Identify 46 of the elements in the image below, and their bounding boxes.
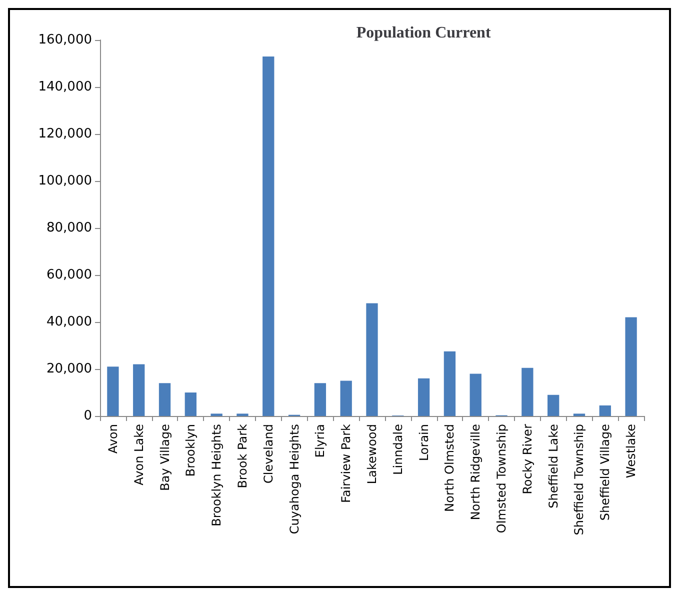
- x-tick-label: North Olmsted: [442, 424, 457, 512]
- y-tick-label: 40,000: [46, 314, 92, 330]
- bar: [340, 380, 352, 416]
- x-tick-label: Rocky River: [520, 424, 534, 494]
- y-tick-label: 60,000: [46, 268, 92, 282]
- y-tick-label: 20,000: [46, 362, 92, 376]
- bar: [548, 394, 560, 416]
- x-tick-label: Sheffield Township: [572, 424, 586, 536]
- x-tick-label: North Ridgeville: [468, 424, 483, 520]
- bar: [418, 378, 430, 416]
- x-tick-label: Westlake: [624, 424, 638, 478]
- x-tick-label: Brook Park: [235, 424, 250, 488]
- x-tick-label: Avon: [106, 424, 120, 454]
- x-tick-label: Olmsted Township: [494, 424, 509, 534]
- chart-title: Population Current: [356, 24, 492, 42]
- x-tick-label: Fairview Park: [339, 424, 354, 503]
- x-tick-label: Linndale: [390, 424, 405, 475]
- x-tick-label: Bay Village: [158, 424, 172, 491]
- bar: [158, 383, 171, 416]
- x-tick-label: Lakewood: [365, 424, 379, 484]
- bar: [599, 405, 611, 416]
- x-tick-label: Sheffield Lake: [546, 424, 560, 508]
- y-tick-label: 140,000: [38, 80, 92, 94]
- y-tick-label: 100,000: [38, 174, 92, 188]
- x-tick-label: Cleveland: [261, 424, 276, 484]
- y-tick-label: 80,000: [46, 220, 92, 236]
- bar: [444, 351, 456, 416]
- bar: [262, 56, 274, 416]
- x-tick-label: Elyria: [313, 424, 328, 458]
- y-tick-label: 160,000: [38, 32, 92, 48]
- x-tick-label: Cuyahoga Heights: [287, 424, 302, 534]
- bar: [133, 364, 145, 416]
- y-tick-label: 0: [84, 408, 92, 424]
- bar: [107, 366, 119, 416]
- bar: [184, 392, 196, 416]
- x-tick-label: Avon Lake: [132, 424, 146, 486]
- bar: [470, 374, 482, 416]
- bar: [625, 317, 637, 416]
- x-tick-label: Brooklyn: [184, 424, 198, 477]
- bar: [314, 383, 326, 416]
- x-tick-label: Lorain: [416, 424, 431, 462]
- y-tick-label: 120,000: [38, 126, 92, 142]
- bar: [366, 303, 378, 416]
- bar: [522, 368, 534, 416]
- x-tick-label: Brooklyn Heights: [210, 424, 224, 526]
- x-tick-label: Sheffield Village: [598, 424, 612, 521]
